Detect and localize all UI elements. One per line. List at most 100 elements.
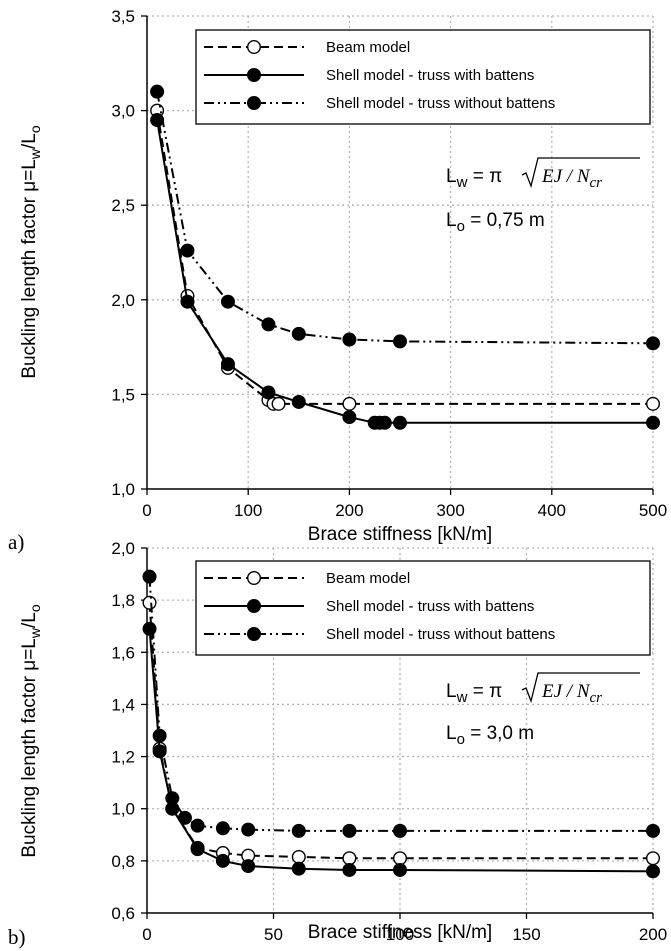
y-tick-label: 1,5 [111,385,135,404]
data-point [220,357,235,372]
annotation-formula-main: EJ / N [541,166,591,187]
x-tick-label: 200 [335,501,363,520]
data-point [142,569,157,584]
x-axis-label: Brace stiffness [kN/m] [308,922,492,943]
annotation-lo: Lo = 3,0 m [446,723,534,748]
data-point [646,396,661,411]
data-point [342,862,357,877]
y-axis-label-sub-w: w [27,148,43,160]
chart-panel-a: 0 100 200 300 400 500 1,0 1,5 2,0 2,5 3,0 3,5 Brace … [8,7,667,554]
data-point [393,823,408,838]
annotation-lw-main: L [446,681,457,702]
y-tick-label: 1,2 [111,748,135,767]
x-tick-label: 200 [639,925,667,944]
data-point [291,861,306,876]
annotation-formula: EJ / Ncr [541,166,602,191]
y-tick-label: 2,0 [111,291,135,310]
y-axis-label: Buckling length factor μ=Lw/Lo [19,604,43,858]
data-point [180,243,195,258]
data-point [646,415,661,430]
panel-label: a) [8,530,24,554]
y-tick-label: 2,0 [111,539,135,558]
data-point [215,853,230,868]
y-tick-label: 1,0 [111,480,135,499]
annotation-lo-rest: = 3,0 m [465,723,534,744]
annotation-lo-sub: o [457,731,465,748]
data-point [261,317,276,332]
data-point [342,332,357,347]
sqrt-symbol [521,672,640,704]
legend-label-2: Shell model - truss without battens [326,626,555,643]
legend-box [195,29,651,125]
y-axis-label-main: Buckling length factor μ=L [19,159,40,379]
annotation-formula-sub: cr [590,175,603,191]
data-point [646,851,661,866]
y-tick-label: 2,5 [111,196,135,215]
data-point [177,810,192,825]
panel-label: b) [8,925,26,949]
legend-label-0: Beam model [326,39,410,56]
data-point [393,415,408,430]
data-point [393,334,408,349]
data-point [190,842,205,857]
legend-label-2: Shell model - truss without battens [326,95,555,112]
x-tick-label: 50 [264,925,283,944]
annotation-lo-main: L [446,210,457,231]
legend-marker-2 [246,95,261,110]
legend-marker-1 [246,599,261,614]
data-point [271,396,286,411]
data-point [646,336,661,351]
data-point [393,862,408,877]
data-point [393,851,408,866]
data-point [342,823,357,838]
y-axis-label-main: Buckling length factor μ=L [19,638,40,858]
x-tick-label: 150 [512,925,540,944]
annotation-lo-rest: = 0,75 m [465,210,545,231]
x-tick-label: 100 [234,501,262,520]
data-point [215,821,230,836]
chart-panel-b: 0 50 100 150 200 0,6 0,8 1,0 1,2 1,4 1,6 1,8 2,0 Brac… [8,539,667,949]
annotation-lw-main: L [446,166,457,187]
y-tick-label: 1,4 [111,695,135,714]
y-tick-label: 0,8 [111,852,135,871]
x-tick-label: 0 [142,501,151,520]
data-point [342,396,357,411]
data-point [261,385,276,400]
data-point [342,851,357,866]
x-axis-label: Brace stiffness [kN/m] [308,524,492,545]
annotation-formula-main: EJ / N [541,681,591,702]
annotation-lw-sub: w [456,174,468,191]
data-point [646,864,661,879]
data-point [180,294,195,309]
y-axis-label-mid: /L [19,612,40,628]
annotation-lo-sub: o [457,218,465,235]
legend-label-1: Shell model - truss with battens [326,67,534,84]
x-tick-label: 100 [386,925,414,944]
data-point [190,818,205,833]
annotation-lo-main: L [446,723,457,744]
data-point [342,410,357,425]
data-point [152,744,167,759]
data-point [377,415,392,430]
x-tick-label: 300 [436,501,464,520]
legend-label-0: Beam model [326,570,410,587]
legend-box [195,560,651,656]
x-tick-label: 0 [142,925,151,944]
legend-marker-0 [246,571,261,586]
x-tick-label: 400 [538,501,566,520]
data-point [291,394,306,409]
data-point [291,823,306,838]
annotation-lw-rest: = π [467,166,502,187]
annotation-lw: Lw = π [446,166,502,191]
annotation-lw-sub: w [456,689,468,706]
annotation-lw-rest: = π [467,681,502,702]
legend-label-1: Shell model - truss with battens [326,598,534,615]
y-tick-label: 1,6 [111,643,135,662]
x-tick-label: 500 [639,501,667,520]
y-axis-label-sub-o: o [27,604,43,612]
annotation-lw: Lw = π [446,681,502,706]
y-axis-label-mid: /L [19,133,40,149]
data-point [142,595,157,610]
data-point [241,822,256,837]
